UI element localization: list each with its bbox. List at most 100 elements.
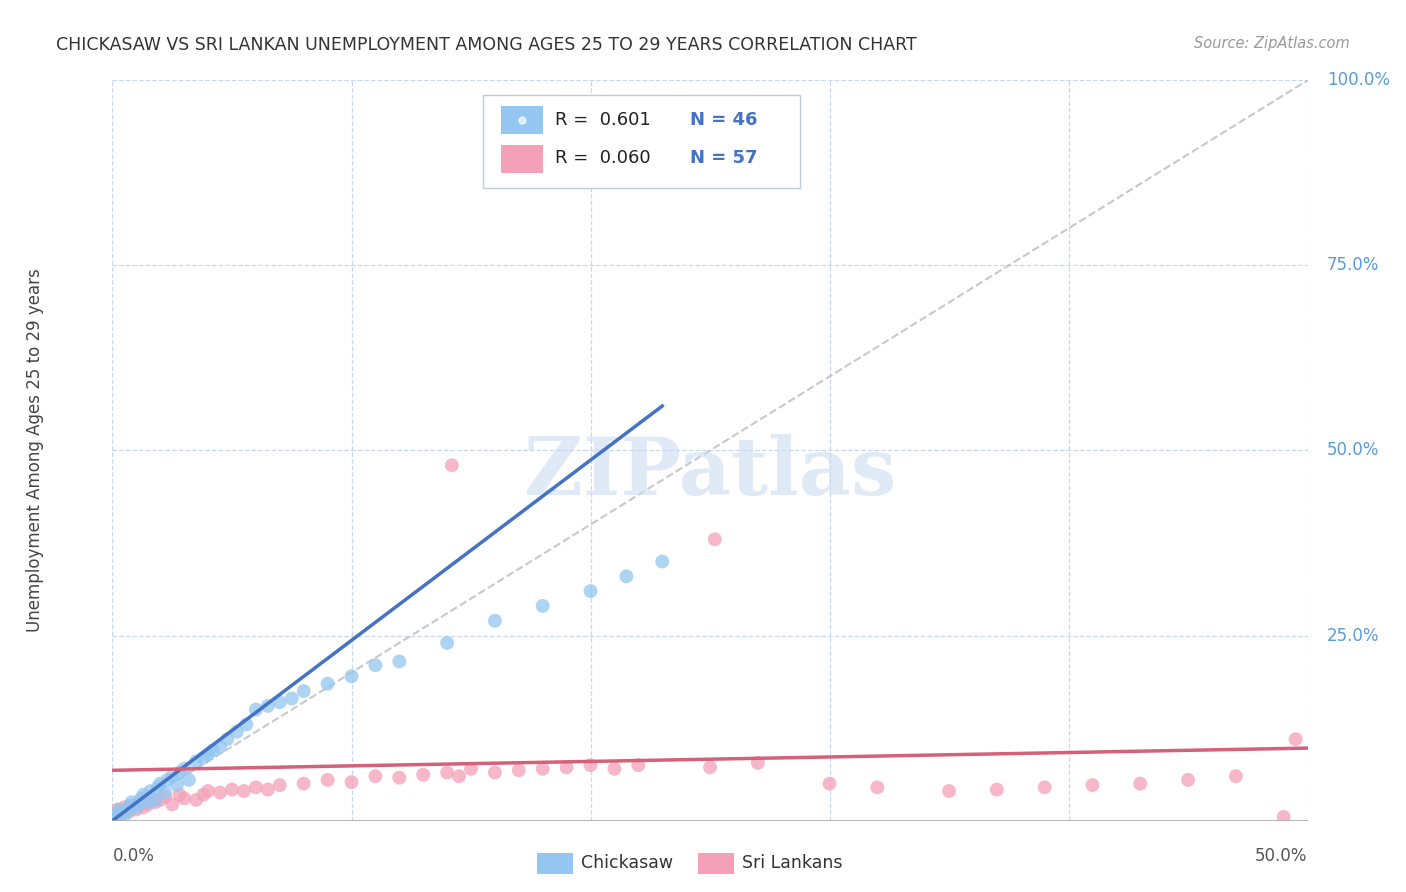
Point	[1033, 780, 1056, 795]
Text: Chickasaw: Chickasaw	[581, 854, 673, 871]
Point	[340, 669, 363, 683]
Point	[651, 555, 673, 569]
Point	[217, 732, 239, 747]
Point	[146, 780, 169, 795]
Bar	[501, 145, 543, 173]
Point	[186, 793, 208, 807]
Point	[169, 765, 191, 780]
Point	[627, 758, 650, 772]
Point	[121, 795, 143, 809]
Point	[233, 784, 256, 798]
Point	[209, 739, 232, 754]
Point	[145, 793, 167, 807]
Point	[162, 797, 183, 812]
Point	[292, 684, 315, 698]
Point	[115, 805, 138, 819]
Point	[699, 760, 721, 774]
Point	[197, 747, 219, 761]
Point	[209, 785, 232, 799]
Point	[149, 793, 172, 807]
Point	[153, 785, 176, 799]
Point	[225, 724, 247, 739]
Point	[257, 698, 280, 713]
Point	[436, 765, 458, 780]
Point	[118, 798, 141, 813]
Point	[447, 769, 470, 783]
Point	[1177, 772, 1199, 787]
Point	[616, 569, 638, 583]
Point	[193, 750, 215, 764]
Point	[508, 764, 530, 778]
Point	[139, 791, 162, 805]
Point	[145, 795, 167, 809]
Bar	[699, 854, 734, 874]
Point	[257, 782, 280, 797]
Point	[531, 599, 554, 613]
Point	[186, 755, 208, 769]
Text: R =  0.601: R = 0.601	[554, 112, 651, 129]
Point	[153, 789, 176, 804]
Point	[105, 803, 128, 817]
Point	[364, 769, 387, 783]
Point	[104, 810, 127, 824]
Text: 0.0%: 0.0%	[112, 847, 155, 864]
Point	[173, 762, 195, 776]
Point	[111, 806, 134, 821]
Point	[129, 791, 152, 805]
Point	[269, 778, 291, 792]
Point	[162, 769, 183, 783]
Point	[1081, 778, 1104, 792]
Point	[245, 703, 267, 717]
Point	[114, 807, 135, 822]
Text: Unemployment Among Ages 25 to 29 years: Unemployment Among Ages 25 to 29 years	[25, 268, 44, 632]
Point	[235, 717, 257, 731]
Point	[986, 782, 1008, 797]
Point	[531, 762, 554, 776]
Text: CHICKASAW VS SRI LANKAN UNEMPLOYMENT AMONG AGES 25 TO 29 YEARS CORRELATION CHART: CHICKASAW VS SRI LANKAN UNEMPLOYMENT AMO…	[56, 36, 917, 54]
Text: Source: ZipAtlas.com: Source: ZipAtlas.com	[1194, 36, 1350, 51]
Point	[269, 695, 291, 709]
Point	[128, 797, 150, 812]
Text: N = 46: N = 46	[690, 112, 758, 129]
Point	[412, 768, 434, 782]
Point	[316, 772, 339, 787]
Point	[555, 760, 578, 774]
Point	[388, 655, 411, 669]
Point	[108, 803, 131, 817]
Bar	[537, 854, 572, 874]
Point	[177, 772, 200, 787]
Point	[156, 772, 179, 787]
Text: 50.0%: 50.0%	[1256, 847, 1308, 864]
Point	[281, 691, 304, 706]
Point	[128, 795, 150, 809]
Point	[340, 775, 363, 789]
Point	[703, 533, 725, 547]
Point	[138, 795, 160, 809]
Bar	[501, 106, 543, 135]
Point	[603, 762, 626, 776]
Point	[104, 807, 127, 822]
Text: 25.0%: 25.0%	[1327, 626, 1379, 645]
Text: R =  0.060: R = 0.060	[554, 149, 651, 167]
Point	[132, 800, 155, 814]
Point	[221, 782, 243, 797]
Point	[747, 756, 769, 770]
Point	[1225, 769, 1247, 783]
Point	[201, 743, 224, 757]
Point	[818, 776, 841, 791]
Point	[866, 780, 889, 795]
Point	[245, 780, 267, 795]
Point	[173, 791, 195, 805]
Point	[1129, 776, 1152, 791]
Text: N = 57: N = 57	[690, 149, 758, 167]
Point	[436, 636, 458, 650]
Point	[166, 778, 188, 792]
Point	[193, 788, 215, 802]
Point	[1272, 810, 1295, 824]
Point	[579, 758, 602, 772]
Point	[364, 658, 387, 673]
Point	[105, 806, 128, 821]
Point	[169, 788, 191, 802]
Point	[1285, 732, 1308, 747]
Point	[579, 584, 602, 599]
